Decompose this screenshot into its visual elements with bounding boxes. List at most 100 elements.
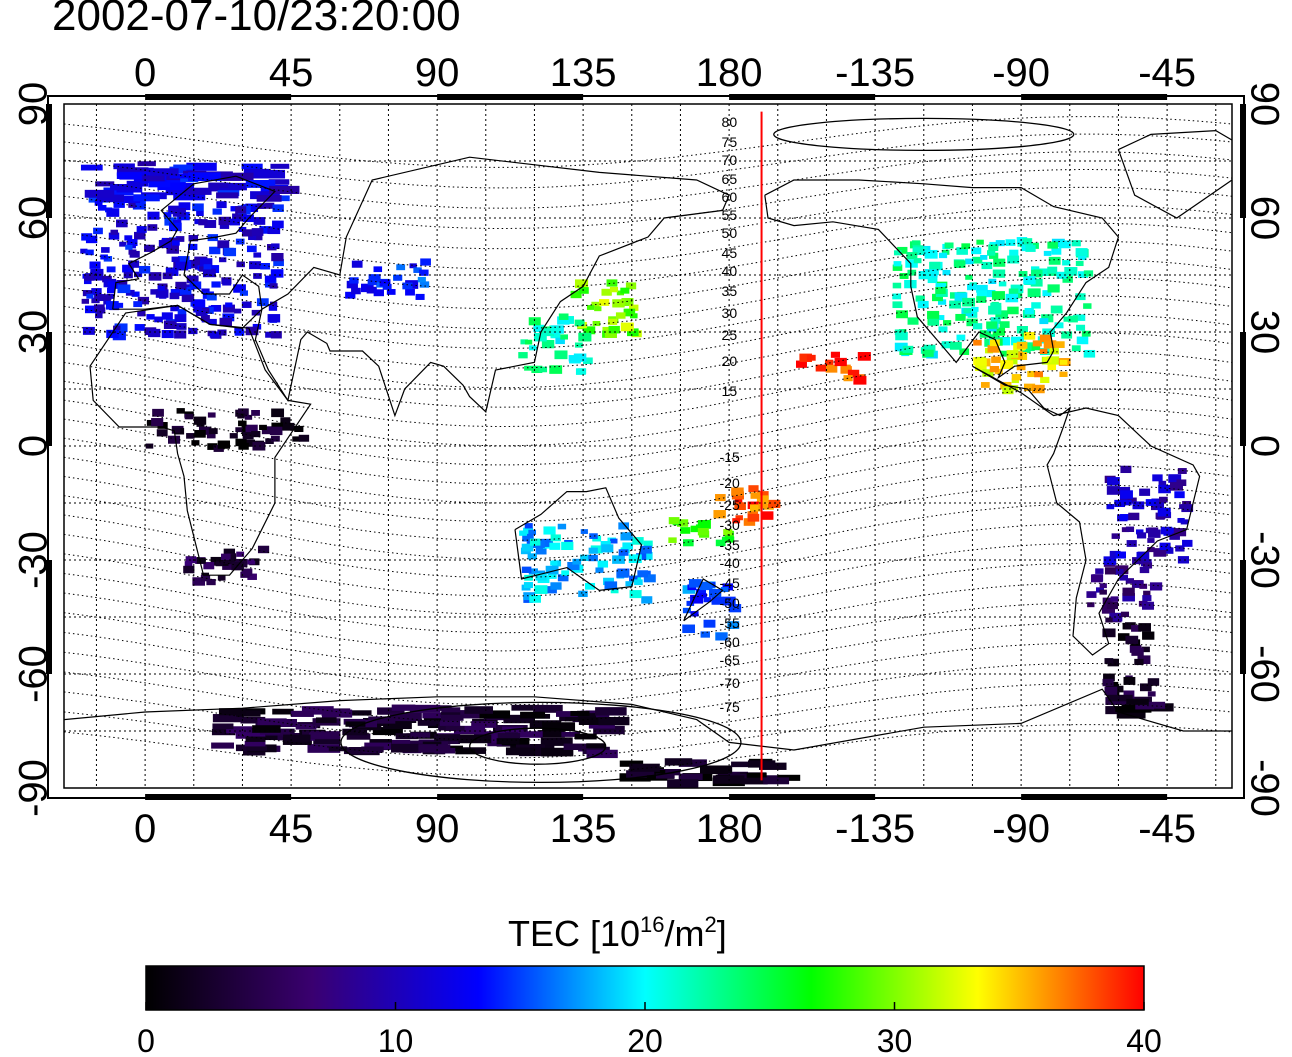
tec-cell [173, 164, 194, 170]
tec-cell [235, 206, 247, 214]
tec-cell [1024, 383, 1036, 392]
mlat-label: -15 [720, 449, 740, 465]
tec-cell [992, 327, 1006, 336]
tec-cell [1032, 340, 1042, 347]
tec-cell [80, 164, 103, 171]
tec-cell [578, 332, 592, 342]
tec-cell [264, 275, 276, 283]
tec-cell [573, 353, 587, 362]
tec-cell [944, 242, 954, 249]
tec-cell [640, 551, 653, 560]
mlat-contour [64, 484, 1232, 560]
lon-tick-bottom: -135 [835, 807, 915, 851]
tec-cell [280, 417, 291, 424]
tec-cell [241, 163, 263, 170]
tec-cell [273, 258, 284, 267]
tec-cell [116, 167, 149, 176]
tec-cell [202, 268, 216, 278]
tec-cell [758, 503, 767, 509]
tec-cell [1115, 551, 1126, 559]
tec-cell [555, 711, 578, 717]
tec-cell [847, 369, 860, 378]
tec-cell [423, 714, 457, 723]
tec-cell [434, 734, 461, 742]
tec-cell [905, 259, 918, 268]
tec-cell [147, 224, 158, 231]
tec-cell [268, 305, 278, 311]
tec-cell [667, 779, 699, 788]
tec-cell [522, 533, 534, 542]
tec-cell [538, 366, 548, 373]
tec-cell [445, 725, 465, 732]
tec-cell [377, 707, 405, 715]
tec-cell [682, 624, 696, 634]
tec-cell [555, 337, 565, 345]
tec-cell [906, 252, 918, 260]
tec-cell [419, 269, 429, 276]
tec-cell [629, 763, 660, 772]
tec-cell [382, 283, 392, 290]
tec-cell [259, 226, 271, 234]
tec-cell [696, 588, 707, 596]
tec-cell [917, 300, 929, 309]
tec-cell [148, 181, 171, 188]
tec-cell [236, 261, 245, 268]
tec-cell [89, 261, 101, 269]
tec-cell [1116, 710, 1146, 719]
tec-cell [1011, 378, 1019, 384]
tec-cell [943, 320, 952, 326]
tec-cell [954, 260, 966, 268]
tec-cell [101, 247, 110, 253]
tec-cell [361, 746, 384, 753]
tec-cell [1030, 269, 1043, 278]
colorbar-tick-label: 40 [1126, 1023, 1162, 1057]
tec-cell [1039, 348, 1048, 354]
tec-cell [971, 306, 979, 312]
tec-cell [144, 244, 155, 252]
tec-cell [621, 298, 634, 307]
tec-cell [1169, 482, 1183, 491]
tec-cell [193, 416, 207, 425]
tec-cell [1083, 349, 1096, 358]
tec-cell [1122, 587, 1135, 596]
tec-cell [372, 727, 403, 736]
tec-cell [1016, 341, 1028, 349]
tec-cell [167, 435, 181, 444]
tec-cell [588, 554, 598, 562]
tec-cell [152, 408, 164, 417]
tec-cell [1141, 646, 1150, 653]
tec-cell [270, 163, 290, 169]
tec-cell [988, 244, 999, 252]
tec-cell [680, 527, 691, 534]
tec-cell [364, 742, 392, 750]
tec-cell [242, 432, 254, 440]
tec-cell [216, 192, 239, 199]
tec-cell [84, 305, 97, 314]
tec-cell [580, 554, 590, 561]
tec-cell [1024, 307, 1034, 315]
tec-cell [563, 743, 588, 750]
tec-cell [634, 579, 643, 586]
mlat-contour [64, 332, 1232, 408]
tec-cell [1043, 340, 1057, 349]
tec-cell [238, 420, 247, 427]
tec-cell [1071, 345, 1081, 352]
tec-cell [1158, 480, 1167, 486]
tec-cell [207, 443, 218, 450]
tec-cell [892, 293, 902, 300]
tec-cell [1104, 686, 1118, 696]
mlat-label: -45 [720, 575, 740, 591]
tec-cell [193, 306, 203, 313]
tec-cell [1147, 538, 1155, 543]
tec-cell [1078, 254, 1087, 261]
tec-cell [113, 325, 121, 331]
tec-cell [583, 326, 596, 335]
tec-cell [1021, 346, 1031, 354]
lat-lon-grid [64, 104, 1232, 788]
tec-cell [595, 567, 604, 573]
tec-cell [102, 294, 112, 301]
tec-cell [857, 352, 871, 361]
tec-cell [688, 579, 702, 588]
frame-tick-bar [729, 94, 876, 100]
tec-cell [527, 553, 537, 560]
